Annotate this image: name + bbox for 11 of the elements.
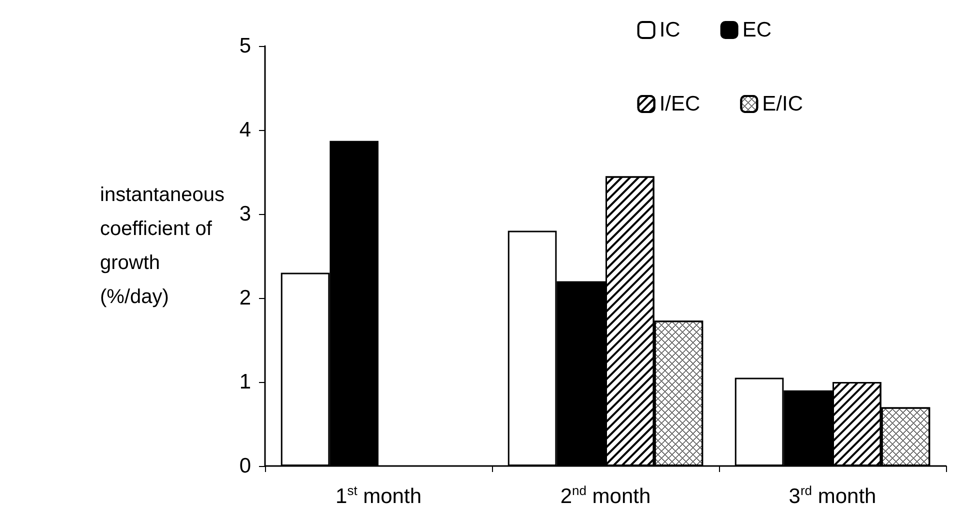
y-tick-label: 4 xyxy=(239,118,252,142)
legend-label: I/EC xyxy=(659,92,700,116)
legend-label: IC xyxy=(659,18,680,42)
legend-label: E/IC xyxy=(762,92,803,116)
y-tick-label: 3 xyxy=(239,202,251,226)
y-tick-label: 0 xyxy=(239,454,251,478)
y-tick-label: 2 xyxy=(239,286,251,310)
y-tick-label: 1 xyxy=(239,370,251,394)
y-tick-label: 5 xyxy=(239,34,251,58)
y-axis-title: instantaneous coefficient of growth (%/day) xyxy=(100,184,225,308)
legend-label: EC xyxy=(742,18,772,42)
